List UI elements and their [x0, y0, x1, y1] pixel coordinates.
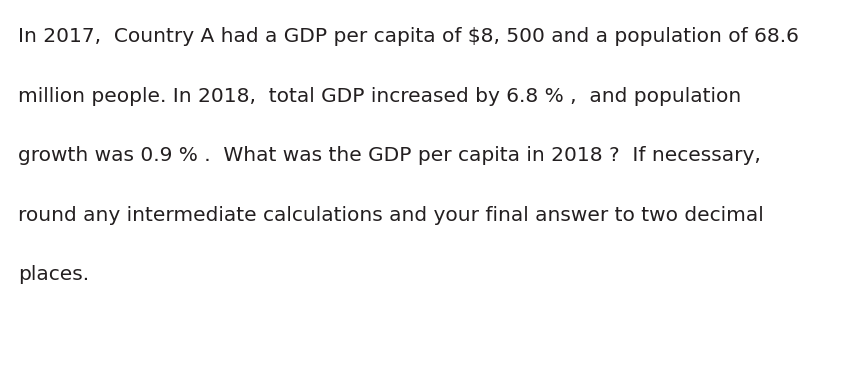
- Text: round any intermediate calculations and your final answer to two decimal: round any intermediate calculations and …: [18, 206, 764, 225]
- Text: growth was 0.9 % .  What was the GDP per capita in 2018 ?  If necessary,: growth was 0.9 % . What was the GDP per …: [18, 146, 761, 165]
- Text: million people. In 2018,  total GDP increased by 6.8 % ,  and population: million people. In 2018, total GDP incre…: [18, 87, 741, 106]
- Text: places.: places.: [18, 265, 89, 284]
- Text: In 2017,  Country A had a GDP per capita of $8, 500 and a population of 68.6: In 2017, Country A had a GDP per capita …: [18, 27, 799, 46]
